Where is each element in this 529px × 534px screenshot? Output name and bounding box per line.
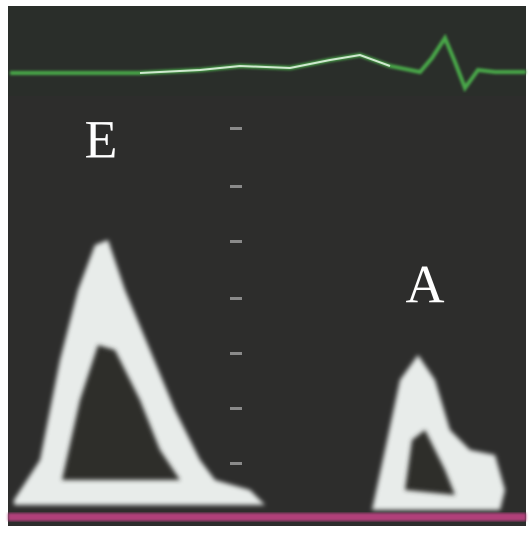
baseline (8, 513, 526, 521)
page: E A (() => { const data = JSON.parse(doc… (0, 0, 529, 534)
e-label: E (85, 109, 118, 169)
a-label: A (406, 254, 445, 314)
doppler-image: E A (0, 0, 529, 534)
